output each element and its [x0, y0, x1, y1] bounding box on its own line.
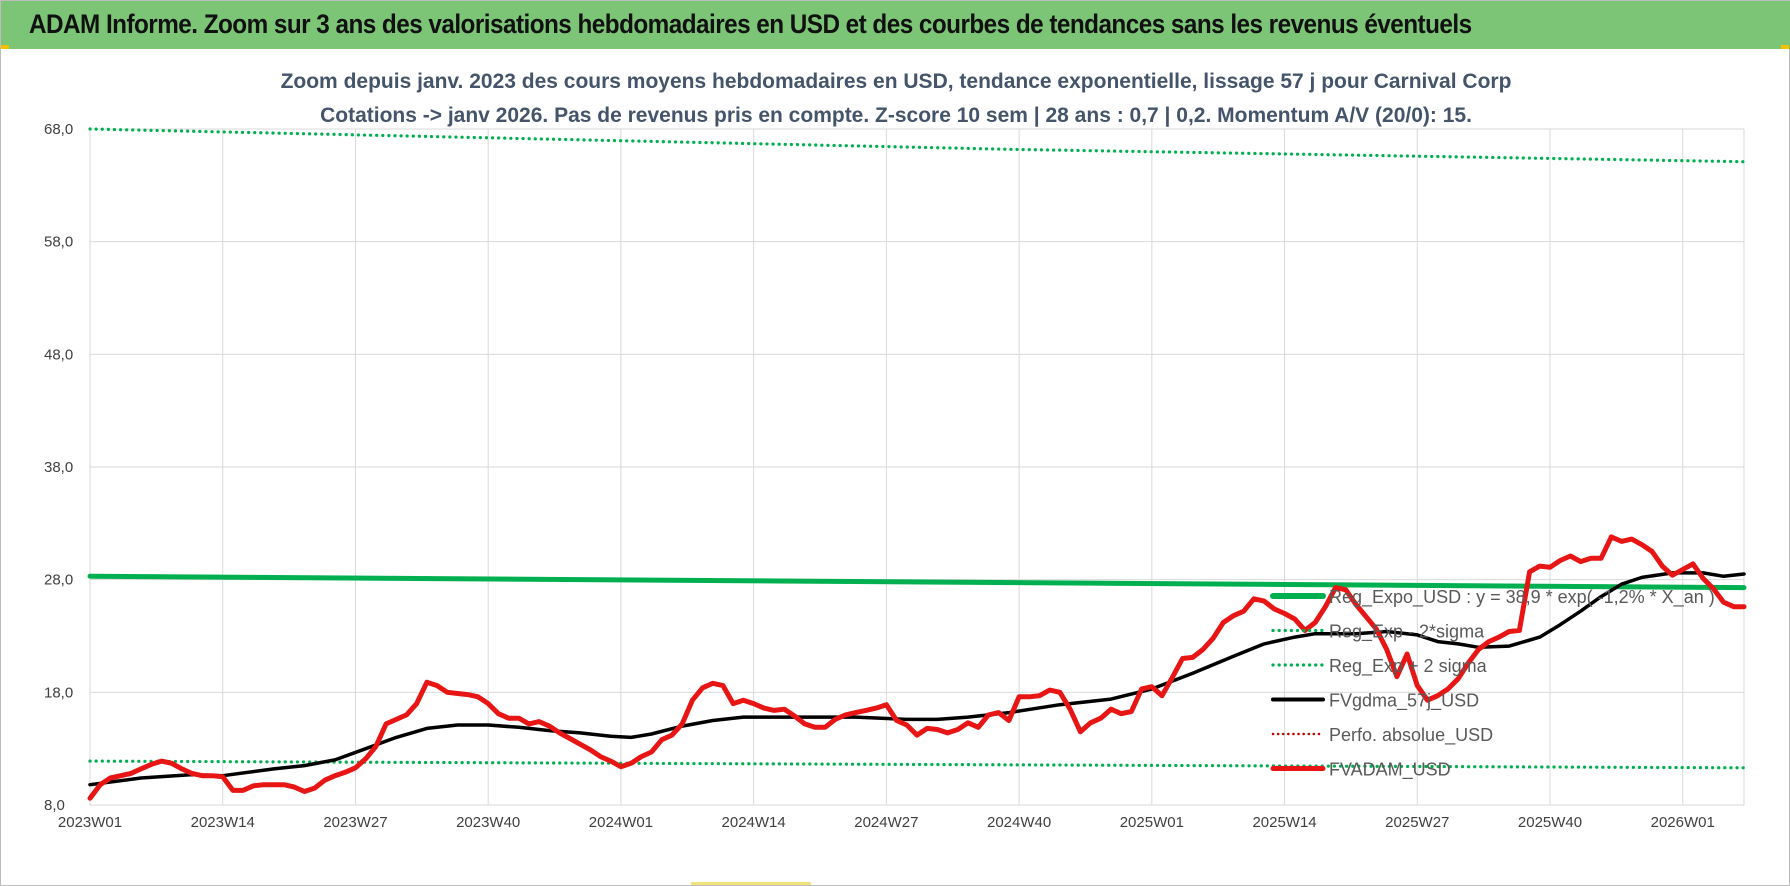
- chart-title: Zoom depuis janv. 2023 des cours moyens …: [281, 70, 1512, 93]
- x-tick-label: 2023W14: [191, 814, 255, 831]
- y-tick-label: 38,0: [44, 459, 73, 476]
- x-tick-label: 2023W40: [456, 814, 520, 831]
- y-tick-label: 8,0: [44, 797, 65, 814]
- x-tick-label: 2024W40: [987, 814, 1051, 831]
- x-tick-label: 2023W01: [58, 814, 122, 831]
- chart-subtitle: Cotations -> janv 2026. Pas de revenus p…: [320, 104, 1472, 127]
- legend-label: Reg_Expo_USD : y = 38,9 * exp( -1,2% * X…: [1329, 587, 1715, 608]
- legend: Reg_Expo_USD : y = 38,9 * exp( -1,2% * X…: [1270, 587, 1715, 781]
- series-line-5: [87, 534, 1747, 801]
- x-tick-label: 2024W27: [854, 814, 918, 831]
- x-tick-label: 2025W27: [1385, 814, 1449, 831]
- corner-accent-right: [1781, 45, 1789, 49]
- axis-ticks: 8,0 18,0 28,0 38,0 48,0 58,0 68,0 2023W01 2023W1…: [44, 121, 1715, 831]
- x-tick-label: 2023W27: [323, 814, 387, 831]
- legend-label: Reg_Exp - 2*sigma: [1329, 622, 1485, 643]
- legend-label: Perfo. absolue_USD: [1329, 725, 1493, 746]
- x-tick-label: 2024W14: [722, 814, 786, 831]
- grid-layer: [89, 128, 1745, 806]
- report-title: ADAM Informe. Zoom sur 3 ans des valoris…: [29, 9, 1472, 39]
- legend-label: Reg_Exp + 2 sigma: [1329, 656, 1488, 677]
- y-tick-label: 18,0: [44, 684, 73, 701]
- legend-label: FVADAM_USD: [1329, 760, 1451, 781]
- y-tick-label: 58,0: [44, 234, 73, 251]
- corner-accent-left: [1, 45, 9, 49]
- x-tick-label: 2025W14: [1252, 814, 1316, 831]
- legend-label: FVgdma_57j_USD: [1329, 691, 1479, 712]
- series-line-2: [88, 759, 1746, 770]
- x-tick-label: 2024W01: [589, 814, 653, 831]
- series-layer: [87, 127, 1747, 801]
- series-line-1: [87, 573, 1747, 591]
- header-band: ADAM Informe. Zoom sur 3 ans des valoris…: [1, 1, 1790, 49]
- y-tick-label: 28,0: [44, 572, 73, 589]
- bottom-accent-mark: [691, 882, 811, 885]
- chart-area: 8,0 18,0 28,0 38,0 48,0 58,0 68,0 2023W01 2023W1…: [44, 70, 1747, 831]
- x-tick-label: 2025W01: [1120, 814, 1184, 831]
- y-tick-label: 48,0: [44, 346, 73, 363]
- y-tick-label: 68,0: [44, 121, 73, 138]
- x-tick-label: 2025W40: [1518, 814, 1582, 831]
- series-line-3: [88, 127, 1746, 164]
- x-tick-label: 2026W01: [1651, 814, 1715, 831]
